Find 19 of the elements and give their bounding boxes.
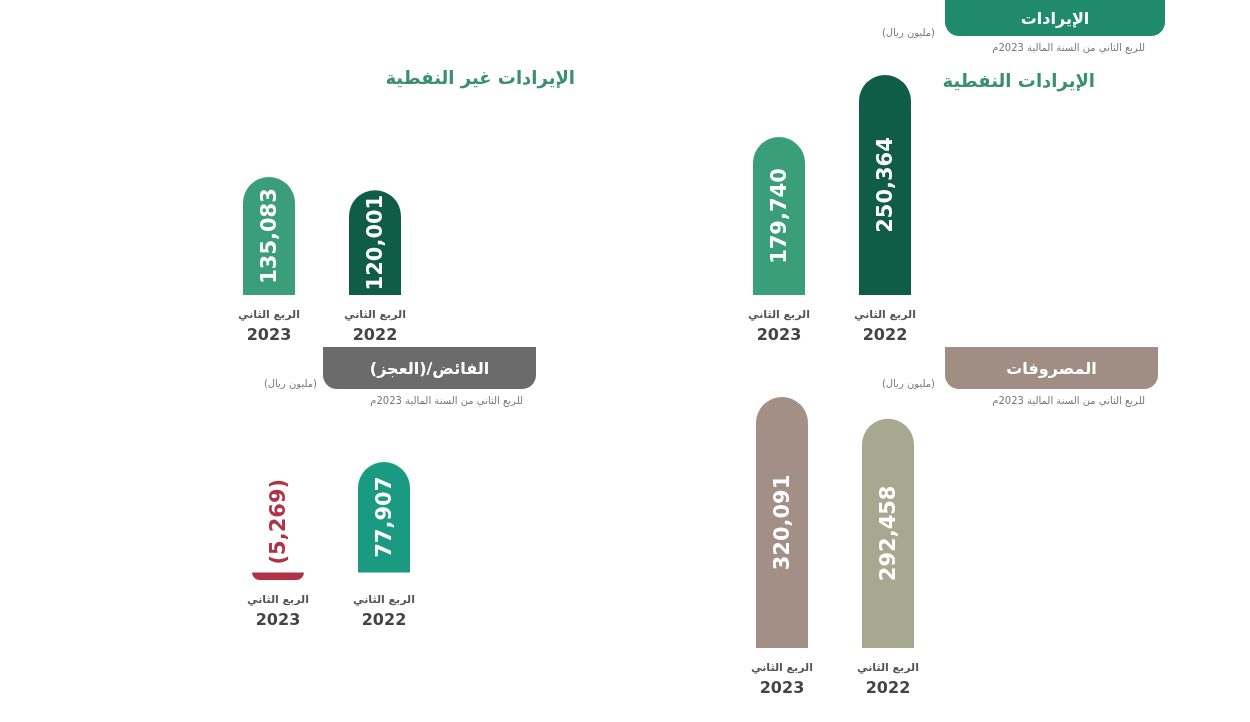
text: المصروفات [945,347,1158,389]
text: للربع الثاني من السنة المالية 2023م [992,395,1145,406]
text: للربع الثاني من السنة المالية 2023م [370,395,523,406]
text: (مليون ريال) [881,378,935,389]
data-label: 77,907 [372,476,396,558]
text: الإيرادات النفطية [942,70,1095,91]
text: (مليون ريال) [263,378,317,389]
text: الإيرادات غير النفطية [385,67,575,88]
data-label: 135,083 [257,188,281,284]
data-label: 320,091 [770,474,794,571]
chart-title: الفائض/(العجز) [323,347,536,389]
data-label: 292,458 [876,485,900,582]
text: (مليون ريال) [881,27,935,38]
data-label: 250,364 [873,137,897,233]
data-label: 120,001 [363,194,387,291]
data-label: (5,269) [266,478,290,565]
text: الإيرادات [945,0,1165,36]
text: للربع الثاني من السنة المالية 2023م [992,42,1145,53]
data-label: 179,740 [767,168,791,264]
